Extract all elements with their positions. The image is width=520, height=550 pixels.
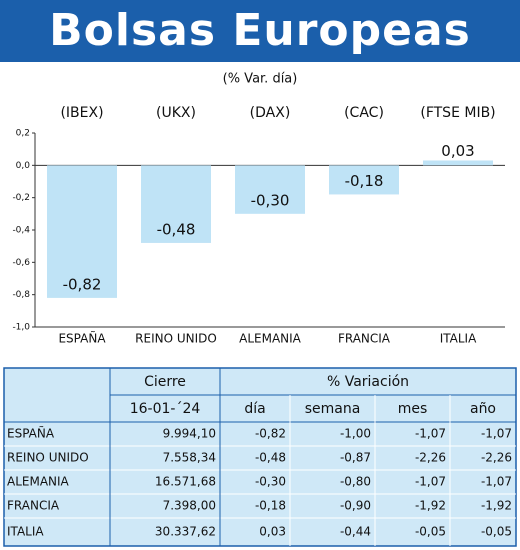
value-label: -0,30 — [251, 191, 290, 209]
row-label: ITALIA — [7, 525, 44, 539]
cell: -0,90 — [340, 499, 371, 513]
cell: -2,26 — [481, 451, 512, 465]
cell: 7.558,34 — [163, 451, 216, 465]
cell: -2,26 — [415, 451, 446, 465]
x-tick-label: FRANCIA — [338, 332, 391, 346]
bar — [141, 165, 211, 243]
value-label: -0,48 — [157, 220, 196, 238]
row-label: REINO UNIDO — [7, 451, 89, 465]
index-code: (UKX) — [156, 105, 196, 121]
cell: -0,05 — [415, 525, 446, 539]
cell: 16.571,68 — [155, 475, 216, 489]
index-code: (FTSE MIB) — [420, 105, 495, 121]
y-tick-label: -0,6 — [12, 258, 30, 268]
row-label: ESPAÑA — [7, 426, 55, 441]
cell: -1,92 — [481, 499, 512, 513]
bar — [235, 165, 305, 214]
cell: -1,07 — [415, 475, 446, 489]
row-label: FRANCIA — [7, 499, 60, 513]
column-header: día — [244, 401, 265, 417]
x-tick-label: ITALIA — [440, 332, 477, 346]
group-header: % Variación — [327, 374, 409, 390]
cell: -0,30 — [255, 475, 286, 489]
cell: 7.398,00 — [163, 499, 216, 513]
bar — [47, 165, 117, 298]
column-header: 16-01-´24 — [130, 401, 201, 417]
column-header: semana — [305, 401, 361, 417]
value-label: -0,82 — [63, 275, 102, 293]
cell: -0,82 — [255, 427, 286, 441]
cell: -1,07 — [415, 427, 446, 441]
value-label: 0,03 — [441, 142, 474, 160]
cell: 0,03 — [259, 525, 286, 539]
cell: -0,18 — [255, 499, 286, 513]
column-header: mes — [398, 401, 428, 417]
x-tick-label: ALEMANIA — [239, 332, 302, 346]
bar — [423, 160, 493, 166]
table-background — [3, 367, 517, 547]
index-code: (CAC) — [344, 105, 384, 121]
bar — [329, 165, 399, 195]
cell: 30.337,62 — [155, 525, 216, 539]
chart-title: Bolsas Europeas — [49, 5, 471, 56]
cell: -1,07 — [481, 475, 512, 489]
chart-subtitle: (% Var. día) — [223, 72, 298, 87]
y-tick-label: 0,2 — [16, 129, 30, 139]
index-code: (DAX) — [250, 105, 291, 121]
y-tick-label: -1,0 — [12, 323, 30, 333]
cell: -1,00 — [340, 427, 371, 441]
title-banner — [0, 0, 520, 62]
y-tick-label: 0,0 — [16, 161, 31, 171]
cell: -1,07 — [481, 427, 512, 441]
cell: -0,44 — [340, 525, 371, 539]
x-tick-label: REINO UNIDO — [135, 332, 217, 346]
cell: -0,05 — [481, 525, 512, 539]
index-code: (IBEX) — [60, 105, 103, 121]
cell: -0,48 — [255, 451, 286, 465]
y-tick-label: -0,2 — [12, 193, 30, 203]
y-tick-label: -0,8 — [12, 290, 30, 300]
row-label: ALEMANIA — [7, 475, 70, 489]
cell: -0,87 — [340, 451, 371, 465]
value-label: -0,18 — [345, 172, 384, 190]
cell: -1,92 — [415, 499, 446, 513]
cell: 9.994,10 — [163, 427, 216, 441]
x-tick-label: ESPAÑA — [58, 331, 106, 346]
cell: -0,80 — [340, 475, 371, 489]
column-header: año — [470, 401, 496, 417]
y-tick-label: -0,4 — [12, 226, 30, 236]
group-header: Cierre — [144, 374, 186, 390]
